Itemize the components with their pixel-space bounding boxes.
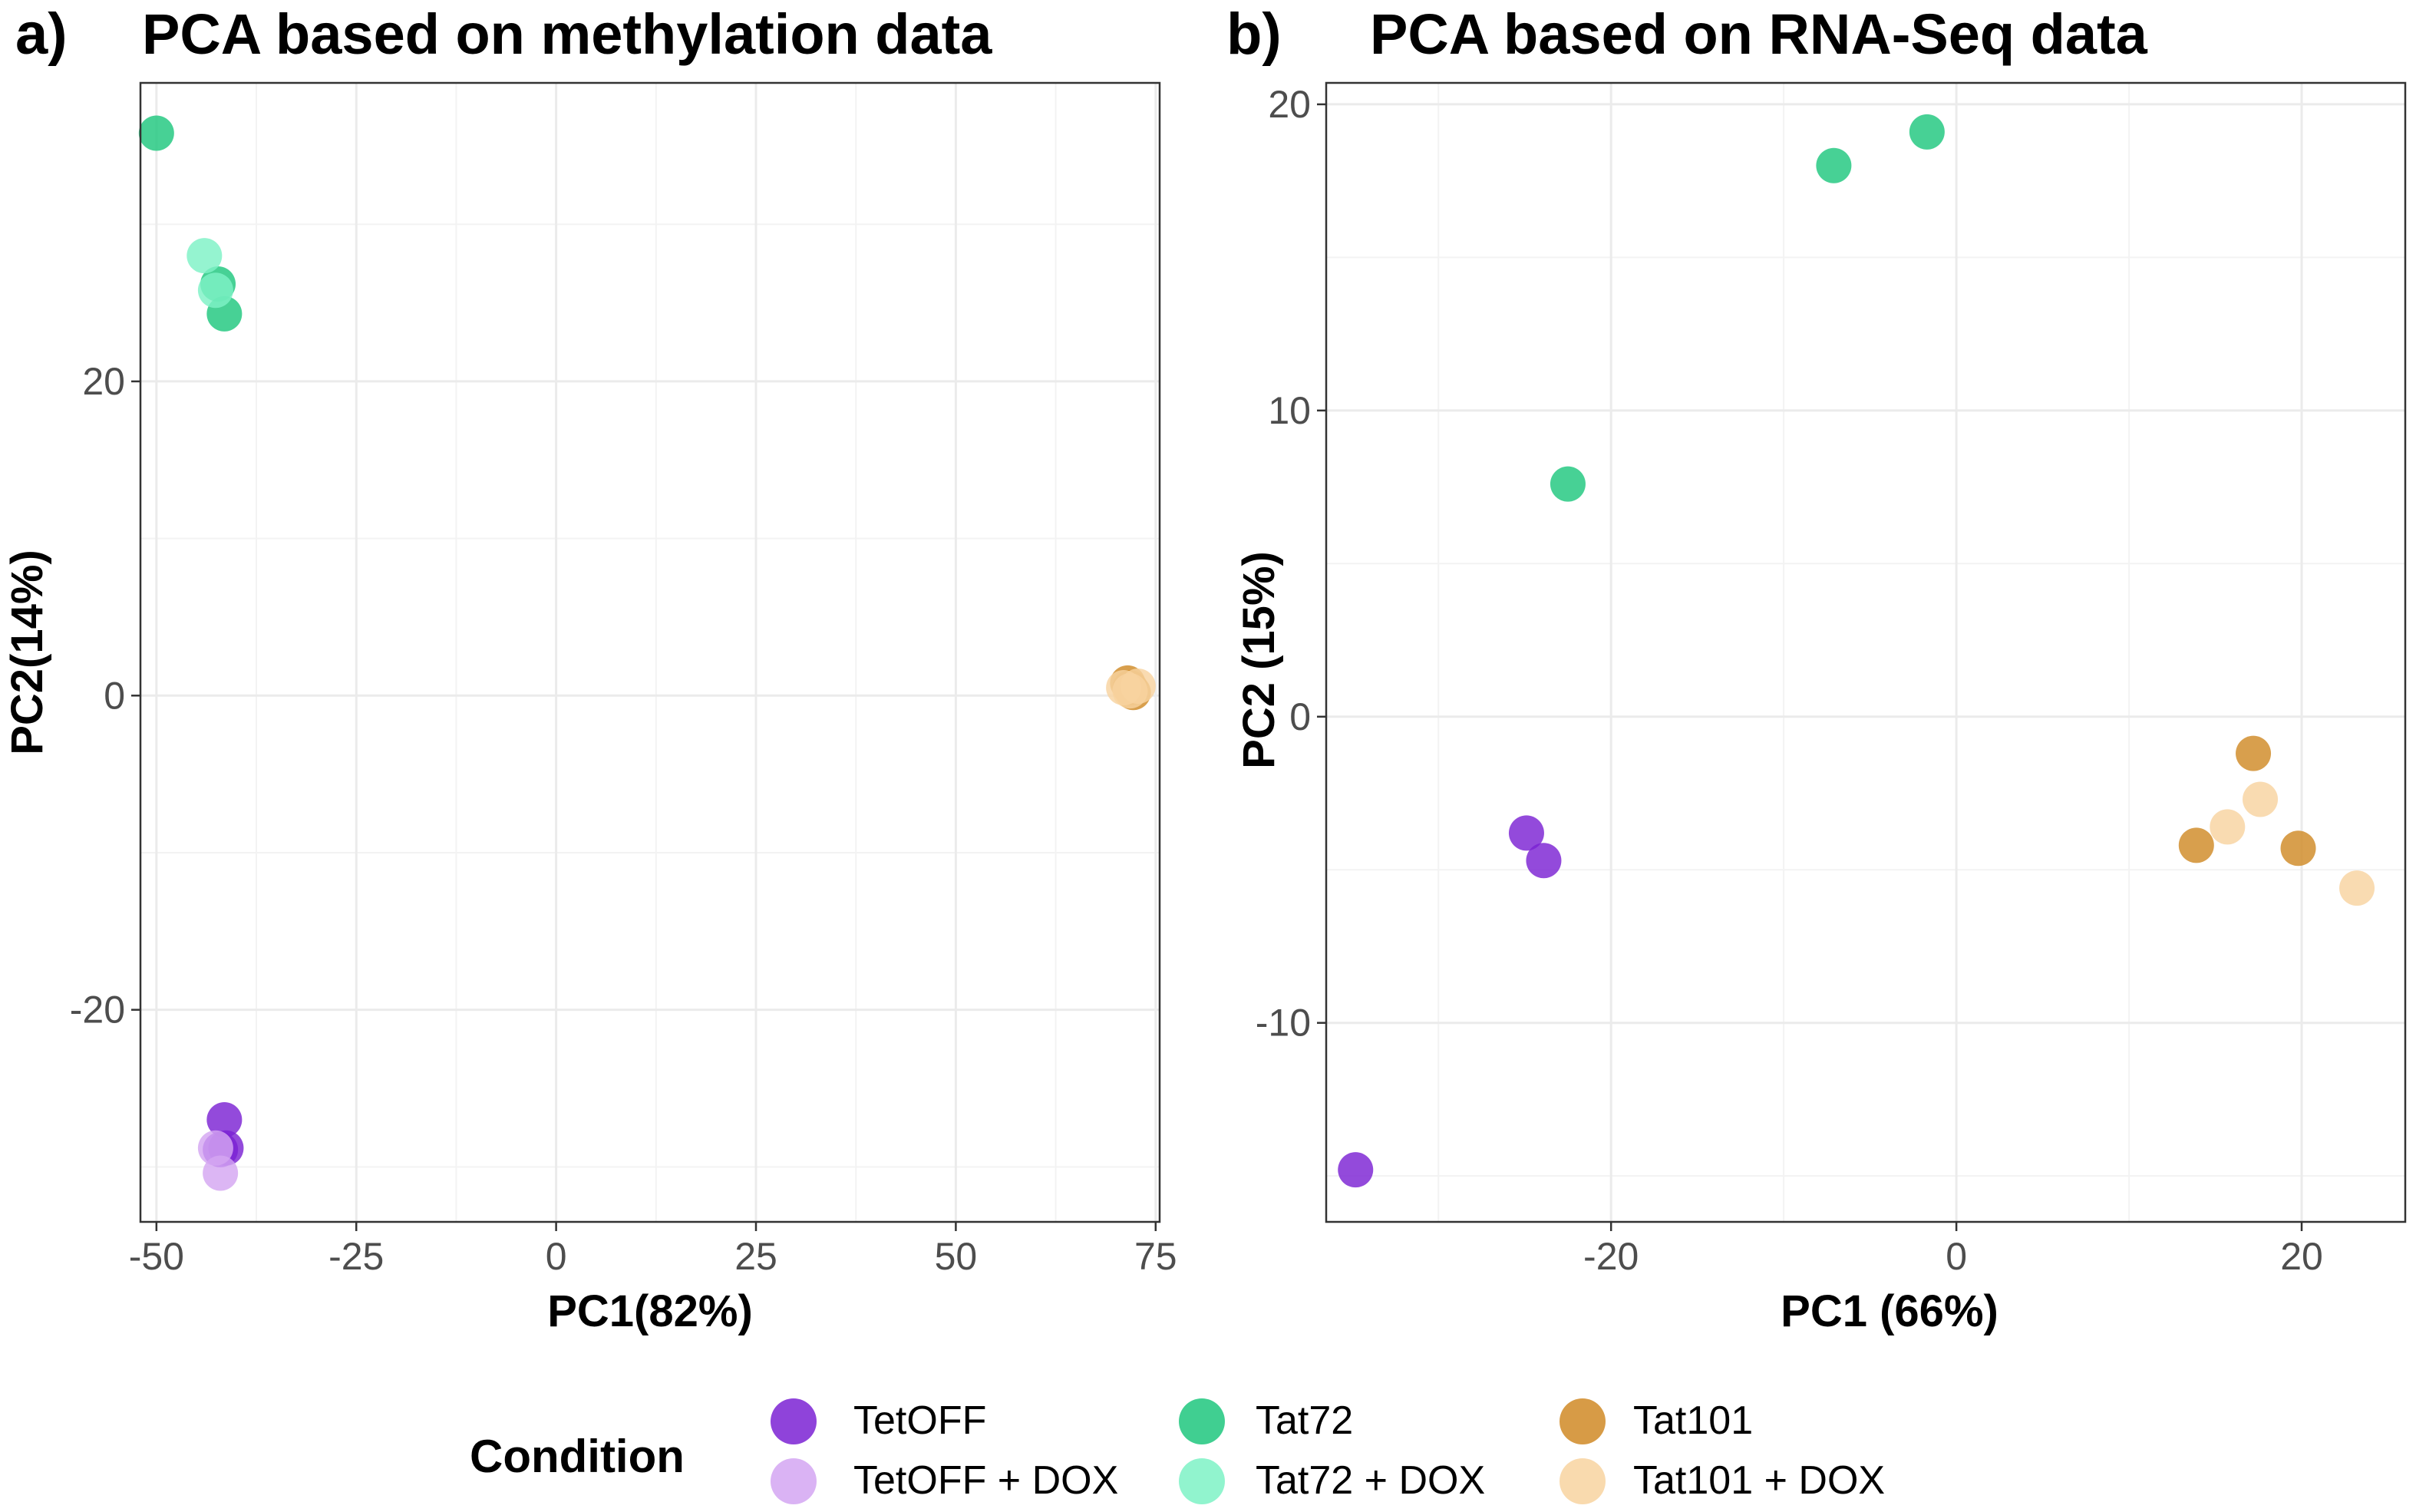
plot-frame (1325, 81, 2407, 1223)
point-tetoff-dox (203, 1155, 239, 1191)
point-tat101 (2280, 830, 2316, 867)
x-tick-label: 75 (1134, 1235, 1177, 1278)
legend-key-tetoff-dox (771, 1458, 817, 1504)
legend-label-tetoff-dox: TetOFF + DOX (853, 1458, 1118, 1503)
y-tick-label: 20 (82, 360, 125, 403)
x-tick-label: 0 (1946, 1235, 1967, 1278)
y-tick-label: 0 (1289, 695, 1311, 738)
legend-label-tat72-dox: Tat72 + DOX (1256, 1458, 1485, 1503)
panel-b-plot-area: -20 0 20 -10 0 10 20 (1256, 81, 2407, 1278)
point-tat101 (2236, 735, 2272, 771)
legend-key-tat72 (1179, 1398, 1225, 1444)
point-tat72-dox (186, 238, 223, 274)
point-tat72 (1816, 147, 1852, 183)
point-tat72 (1550, 466, 1586, 502)
legend-label-tat72: Tat72 (1256, 1398, 1353, 1443)
point-tat72 (1909, 114, 1945, 150)
panel-a-x-axis-title: PC1(82%) (547, 1286, 753, 1336)
legend-key-tat101 (1560, 1398, 1606, 1444)
y-tick-label: 0 (104, 674, 125, 717)
point-tetoff (1338, 1152, 1374, 1188)
panel-a-methylation-pca: a) PCA based on methylation data -50 -25 0… (2, 2, 1177, 1336)
point-tetoff (206, 1101, 243, 1137)
legend-key-tat101-dox (1560, 1458, 1606, 1504)
point-tat101-dox (1112, 673, 1148, 709)
y-tick-label: 20 (1268, 83, 1311, 126)
x-tick-label: 20 (2280, 1235, 2323, 1278)
panel-b-rnaseq-pca: b) PCA based on RNA-Seq data -20 0 20 -10 0 1… (1226, 2, 2407, 1336)
legend-item: TetOFF (771, 1398, 986, 1444)
x-tick-label: 50 (935, 1235, 978, 1278)
panel-b-label: b) (1226, 2, 1282, 67)
x-tick-label: 25 (734, 1235, 777, 1278)
legend-label-tetoff: TetOFF (853, 1398, 986, 1443)
x-tick-label: -25 (328, 1235, 384, 1278)
legend-item: Tat101 + DOX (1560, 1458, 1885, 1504)
panel-b-x-axis-title: PC1 (66%) (1781, 1286, 1998, 1336)
point-tat101 (2178, 827, 2214, 863)
x-tick-label: 0 (546, 1235, 567, 1278)
y-tick-label: 10 (1268, 389, 1311, 432)
point-tat101-dox (2339, 870, 2375, 906)
legend-label-tat101-dox: Tat101 + DOX (1633, 1458, 1885, 1503)
panel-a-y-axis-title: PC2(14%) (2, 550, 52, 755)
point-tetoff (1508, 815, 1544, 851)
point-tat72-dox (197, 272, 233, 309)
x-tick-label: -50 (129, 1235, 184, 1278)
y-tick-label: -10 (1256, 1002, 1311, 1045)
plot-frame (139, 81, 1161, 1223)
legend-key-tat72-dox (1179, 1458, 1225, 1504)
point-tetoff (1526, 843, 1562, 879)
legend-key-tetoff (771, 1398, 817, 1444)
y-tick-label: -20 (70, 989, 125, 1032)
x-tick-label: -20 (1583, 1235, 1639, 1278)
panel-a-plot-area: -50 -25 0 25 50 75 -20 0 20 (70, 81, 1177, 1278)
legend-title: Condition (470, 1431, 685, 1482)
panel-b-y-axis-title: PC2 (15%) (1234, 551, 1284, 769)
point-tat101-dox (2243, 781, 2279, 817)
panel-b-title: PCA based on RNA-Seq data (1370, 2, 2148, 66)
point-tat101-dox (2210, 809, 2246, 845)
panel-a-title: PCA based on methylation data (142, 2, 992, 66)
legend-item: Tat72 (1179, 1398, 1353, 1444)
legend-item: TetOFF + DOX (771, 1458, 1118, 1504)
panel-a-label: a) (15, 2, 68, 67)
legend-item: Tat101 (1560, 1398, 1753, 1444)
legend-item: Tat72 + DOX (1179, 1458, 1485, 1504)
legend: Condition TetOFF TetOFF + DOX Tat72 Tat7… (470, 1398, 1885, 1504)
legend-label-tat101: Tat101 (1633, 1398, 1753, 1443)
point-tat72 (138, 115, 174, 151)
